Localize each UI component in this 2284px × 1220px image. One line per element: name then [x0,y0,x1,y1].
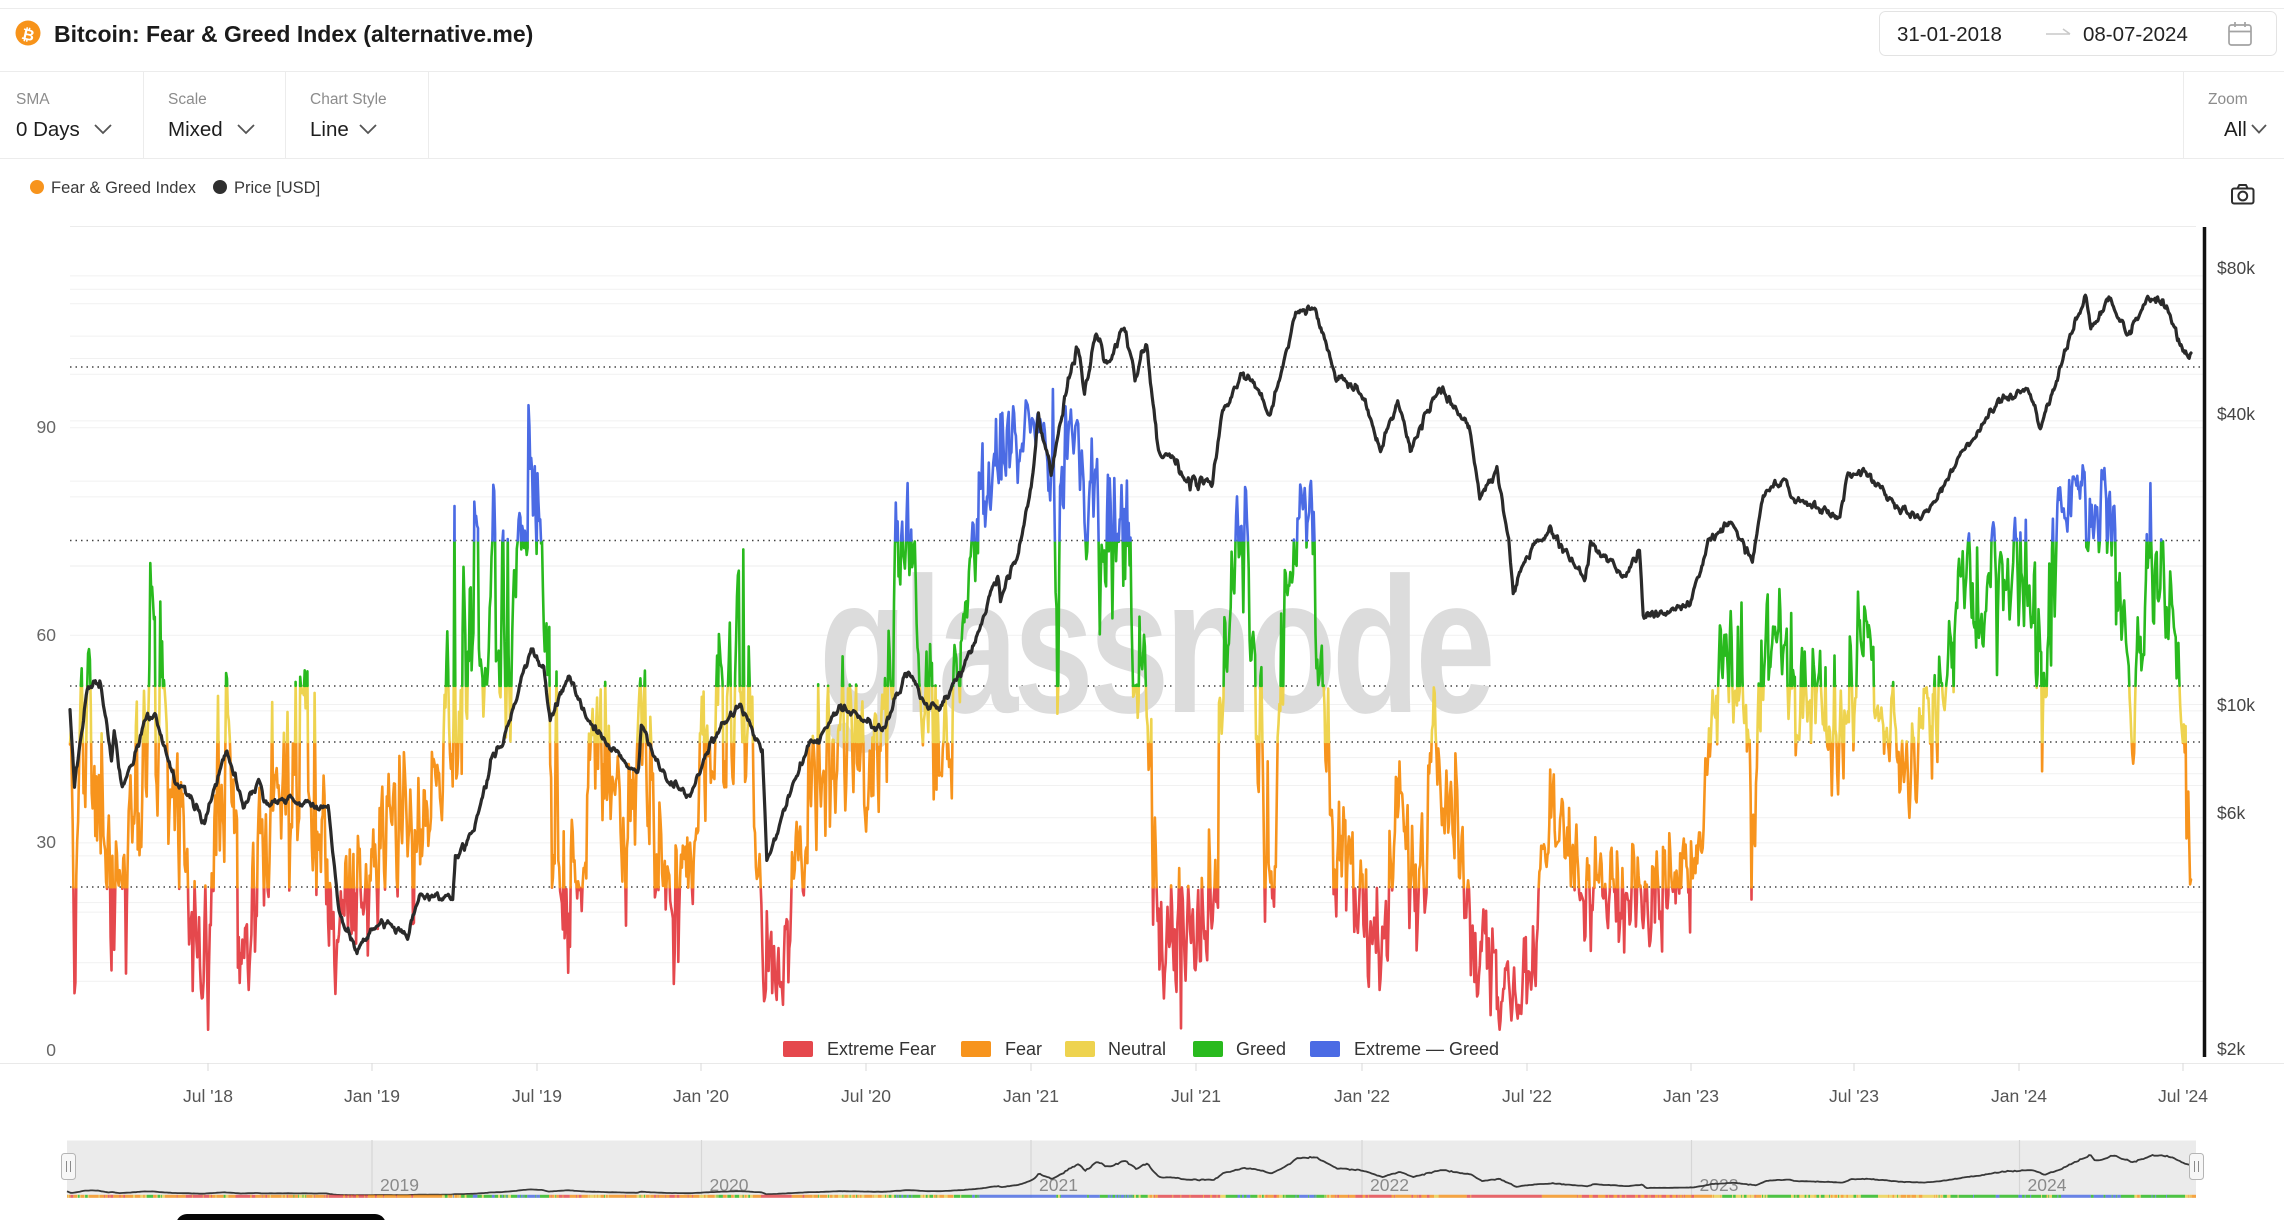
svg-text:SMA: SMA [16,91,50,108]
svg-text:Fear: Fear [1005,1039,1042,1059]
svg-text:₿: ₿ [20,26,36,45]
svg-text:Line: Line [310,118,349,141]
svg-text:Mixed: Mixed [168,118,223,141]
svg-text:0: 0 [46,1040,56,1060]
svg-text:$6k: $6k [2217,803,2245,823]
svg-text:08-07-2024: 08-07-2024 [2083,23,2188,46]
svg-text:Extreme — Greed: Extreme — Greed [1354,1039,1499,1059]
svg-text:2019: 2019 [380,1175,419,1195]
svg-text:30: 30 [37,832,57,852]
svg-text:All: All [2224,118,2247,141]
svg-text:Price [USD]: Price [USD] [234,179,320,197]
svg-text:Neutral: Neutral [1108,1039,1166,1059]
svg-text:Greed: Greed [1236,1039,1286,1059]
svg-text:Jul '24: Jul '24 [2158,1086,2208,1106]
svg-text:Jan '23: Jan '23 [1663,1086,1719,1106]
svg-text:Fear & Greed Index: Fear & Greed Index [51,179,197,197]
svg-text:0 Days: 0 Days [16,118,80,141]
svg-text:glassnode: glassnode [819,537,1491,753]
svg-text:2021: 2021 [1039,1175,1078,1195]
svg-text:90: 90 [37,417,57,437]
svg-text:60: 60 [37,625,57,645]
svg-text:31-01-2018: 31-01-2018 [1897,23,2002,46]
svg-text:Bitcoin: Fear & Greed Index (a: Bitcoin: Fear & Greed Index (alternative… [54,21,533,47]
svg-text:Jul '23: Jul '23 [1829,1086,1879,1106]
svg-text:$2k: $2k [2217,1039,2245,1059]
svg-text:Jan '19: Jan '19 [344,1086,400,1106]
svg-text:Jul '20: Jul '20 [841,1086,891,1106]
svg-text:$40k: $40k [2217,404,2255,424]
svg-text:$80k: $80k [2217,258,2255,278]
svg-text:2022: 2022 [1370,1175,1409,1195]
svg-text:Zoom: Zoom [2208,91,2248,108]
svg-text:2024: 2024 [2028,1175,2067,1195]
svg-text:Jan '22: Jan '22 [1334,1086,1390,1106]
svg-text:Jan '20: Jan '20 [673,1086,729,1106]
svg-text:Jul '21: Jul '21 [1171,1086,1221,1106]
svg-text:Extreme Fear: Extreme Fear [827,1039,936,1059]
svg-text:Jan '24: Jan '24 [1991,1086,2047,1106]
svg-text:Scale: Scale [168,91,207,108]
svg-text:Jan '21: Jan '21 [1003,1086,1059,1106]
svg-text:Jul '18: Jul '18 [183,1086,233,1106]
svg-text:Chart Style: Chart Style [310,91,387,108]
svg-text:2020: 2020 [710,1175,749,1195]
svg-text:$10k: $10k [2217,695,2255,715]
svg-text:Jul '19: Jul '19 [512,1086,562,1106]
svg-text:Jul '22: Jul '22 [1502,1086,1552,1106]
svg-text:2023: 2023 [1700,1175,1739,1195]
